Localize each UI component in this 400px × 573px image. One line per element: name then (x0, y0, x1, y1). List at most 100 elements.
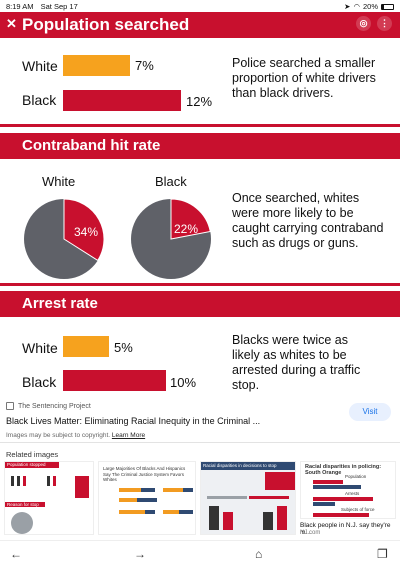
thumb-bar (223, 512, 233, 530)
thumb-bar (145, 510, 155, 514)
related-thumbnail-3[interactable]: Racial disparities in decisions to stop (200, 461, 296, 535)
section-heading: Arrest rate (22, 295, 98, 312)
visit-button[interactable]: Visit (349, 403, 391, 421)
thumb-bar (163, 488, 183, 492)
person-icon (53, 476, 56, 486)
copyright-notice: Images may be subject to copyright. Lear… (6, 432, 145, 439)
section-heading: Population searched (22, 15, 190, 34)
note-line: were more likely to be (232, 206, 354, 220)
thumb-bar (209, 506, 219, 530)
person-icon (23, 476, 26, 486)
related-thumbnail-2[interactable]: Large Majorities Of Blacks And Hispanics… (98, 461, 196, 535)
white-value: 7% (135, 58, 154, 73)
source-row[interactable]: The Sentencing Project (6, 402, 91, 410)
source-site: The Sentencing Project (18, 402, 91, 410)
learn-more-link[interactable]: Learn More (111, 432, 146, 439)
forward-arrow-icon[interactable]: → (134, 547, 146, 561)
thumb-line (249, 496, 289, 499)
thumb-source: NJ.com (300, 530, 321, 536)
white-value: 5% (114, 340, 133, 355)
location-icon: ➤ (344, 2, 351, 11)
black-label: Black (155, 174, 187, 189)
source-title[interactable]: Black Lives Matter: Eliminating Racial I… (6, 416, 261, 426)
bottom-toolbar: ← → ⌂ ❐ (0, 540, 400, 573)
section-header-contraband: Contraband hit rate (0, 133, 400, 159)
thumb-block (75, 476, 89, 498)
white-label: White (42, 174, 76, 189)
lens-icon[interactable]: ◎ (356, 16, 371, 31)
close-icon[interactable]: ✕ (6, 16, 17, 31)
thumb-header (201, 462, 295, 470)
note-line: such as drugs or guns. (232, 236, 359, 250)
white-pie-value: 34% (74, 225, 98, 239)
thumb-bar (313, 480, 343, 484)
status-bar: 8:19 AM Sat Sep 17 ➤ ◠ 20% (0, 0, 400, 12)
status-date: Sat Sep 17 (40, 2, 78, 11)
black-pie-value: 22% (174, 222, 198, 236)
note-line: Once searched, whites (232, 191, 360, 205)
section1-note: Police searched a smaller proportion of … (232, 56, 400, 101)
battery-icon (381, 3, 394, 10)
note-line: arrested during a traffic (232, 363, 361, 377)
back-arrow-icon[interactable]: ← (10, 547, 22, 561)
black-bar (63, 90, 181, 111)
thumb-bar (313, 513, 369, 517)
black-label: Black (22, 374, 57, 390)
pie-slice-white (63, 198, 105, 262)
person-icon (47, 476, 50, 486)
thumb-caption[interactable]: Black people in N.J. say they're m... (300, 522, 391, 536)
note-line: than black drivers. (232, 86, 334, 100)
thumb-bar (313, 502, 335, 506)
infographic-image[interactable]: ✕ Population searched ◎ ⋮ White 7% Black… (0, 12, 400, 396)
divider-stripe (0, 283, 400, 286)
section2-note: Once searched, whites were more likely t… (232, 191, 400, 251)
related-thumbnail-4[interactable]: Racial disparities in policing: South Or… (300, 461, 396, 519)
section3-note: Blacks were twice as likely as whites to… (232, 333, 400, 393)
white-label: White (22, 340, 58, 356)
section-heading: Contraband hit rate (22, 137, 161, 154)
copyright-text: Images may be subject to copyright. (6, 432, 111, 439)
thumb-header (5, 462, 59, 468)
thumb-bar (119, 498, 137, 502)
divider-stripe (0, 124, 400, 127)
black-label: Black (22, 92, 57, 108)
section-header-population-searched: ✕ Population searched ◎ ⋮ (0, 12, 400, 38)
thumb-row-label: Subjects of force (341, 507, 375, 512)
thumb-title: Population stopped (7, 462, 46, 467)
white-bar (63, 55, 130, 76)
note-line: stop. (232, 378, 260, 392)
site-logo-icon (6, 402, 14, 410)
thumb-bar (313, 497, 373, 501)
wifi-icon: ◠ (353, 2, 360, 11)
note-line: proportion of white drivers (232, 71, 376, 85)
thumb-bar (141, 488, 155, 492)
thumb-bar (119, 510, 145, 514)
person-icon (11, 476, 14, 486)
more-vertical-icon[interactable]: ⋮ (377, 16, 392, 31)
thumb-subheader (5, 502, 45, 507)
related-thumbnail-1[interactable]: Population stopped Reason for stop (4, 461, 94, 535)
divider (0, 442, 400, 443)
white-label: White (22, 58, 58, 74)
tabs-icon[interactable]: ❐ (377, 547, 388, 561)
thumb-bar (263, 512, 273, 530)
thumb-title: Large Majorities Of Blacks And Hispanics… (103, 466, 186, 482)
related-images-heading: Related images (6, 450, 59, 459)
thumb-bar (137, 498, 157, 502)
note-line: caught carrying contraband (232, 221, 384, 235)
thumb-bar (179, 510, 193, 514)
black-bar (63, 370, 166, 391)
thumb-bar (119, 488, 141, 492)
white-bar (63, 336, 109, 357)
thumb-pie (11, 512, 33, 534)
note-line: likely as whites to be (232, 348, 347, 362)
thumb-subtitle: Reason for stop (7, 502, 39, 507)
thumb-row-label: Population (345, 474, 367, 479)
status-time: 8:19 AM (6, 2, 34, 11)
section-header-arrest-rate: Arrest rate (0, 291, 400, 317)
thumb-row-label: Arrests (345, 491, 360, 496)
thumb-bar (277, 506, 287, 530)
home-icon[interactable]: ⌂ (255, 547, 263, 561)
black-value: 10% (170, 375, 197, 390)
